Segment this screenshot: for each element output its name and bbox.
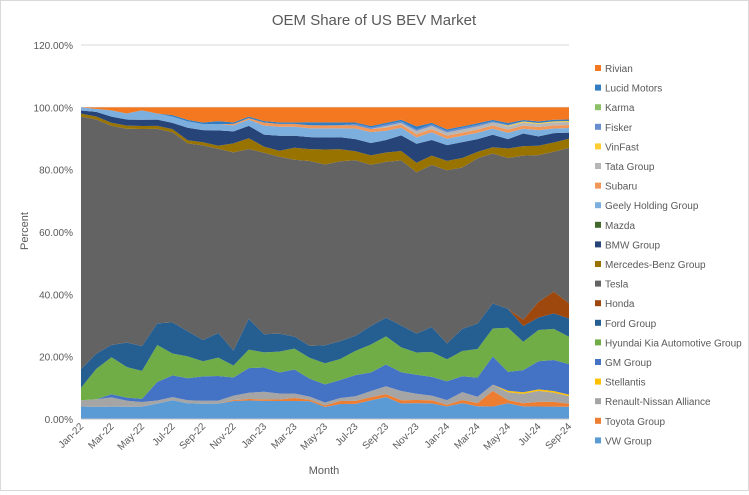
legend-label: VW Group <box>605 436 652 447</box>
legend-swatch <box>595 143 601 150</box>
legend-swatch <box>595 104 601 111</box>
x-tick-label: Jan-23 <box>240 421 270 451</box>
legend-swatch <box>595 398 601 405</box>
x-tick-label: Jul-24 <box>517 421 544 448</box>
x-tick-label: May-22 <box>116 421 148 453</box>
x-tick-label: Mar-24 <box>452 421 482 451</box>
legend-swatch <box>595 65 601 71</box>
legend-label: Fisker <box>605 123 633 134</box>
legend-swatch <box>595 261 601 267</box>
area-rivian <box>81 107 569 130</box>
area-tesla <box>81 116 569 370</box>
legend-label: Toyota Group <box>605 417 665 428</box>
area-mercedes-benz-group <box>81 113 569 173</box>
legend-swatch <box>595 378 601 385</box>
legend-label: GM Group <box>605 358 652 369</box>
x-tick-label: Mar-23 <box>269 421 299 451</box>
area-hyundai-kia-automotive-group <box>81 327 569 401</box>
chart-title: OEM Share of US BEV Market <box>272 12 477 29</box>
legend-label: Subaru <box>605 182 637 193</box>
y-tick-label: 20.00% <box>39 353 73 364</box>
y-tick-label: 60.00% <box>39 228 73 239</box>
y-tick-label: 0.00% <box>45 415 73 426</box>
x-axis-label: Month <box>309 465 340 477</box>
legend: Rivian Lucid Motors Karma Fisker VinFast Tata… <box>595 64 742 447</box>
area-renault-nissan-alliance <box>81 384 569 407</box>
legend-label: Tata Group <box>605 162 655 173</box>
legend-swatch <box>595 202 601 209</box>
legend-label: Geely Holding Group <box>605 201 699 212</box>
legend-label: Stellantis <box>605 378 646 389</box>
legend-swatch <box>595 319 601 326</box>
x-tick-label: Sep-23 <box>361 421 392 452</box>
legend-label: Karma <box>605 103 635 114</box>
legend-label: Honda <box>605 299 635 310</box>
legend-swatch <box>595 182 601 189</box>
y-tick-label: 100.00% <box>34 103 74 114</box>
x-tick-label: Sep-24 <box>544 421 575 452</box>
y-axis-label: Percent <box>19 212 31 250</box>
legend-label: Mazda <box>605 221 635 232</box>
x-tick-label: Mar-22 <box>86 421 116 451</box>
legend-label: Hyundai Kia Automotive Group <box>605 338 742 349</box>
x-tick-label: Jul-23 <box>334 421 361 448</box>
legend-swatch <box>595 84 601 91</box>
legend-label: Mercedes-Benz Group <box>605 260 706 271</box>
y-axis-ticks: 0.00% 20.00% 40.00% 60.00% 80.00% 100.00% 120.… <box>34 41 74 426</box>
x-tick-label: Nov-22 <box>208 421 239 452</box>
legend-swatch <box>595 123 601 130</box>
legend-swatch <box>595 417 601 424</box>
legend-label: Tesla <box>605 280 629 291</box>
x-axis-ticks: Jan-22 Mar-22 May-22 Jul-22 Sep-22 Nov-22 Jan-… <box>57 418 575 453</box>
plot-area <box>81 107 569 419</box>
y-tick-label: 120.00% <box>34 41 74 52</box>
x-tick-label: May-24 <box>482 421 514 453</box>
area-gm-group <box>81 356 569 403</box>
x-tick-label: Sep-22 <box>178 421 209 452</box>
legend-swatch <box>595 339 601 346</box>
legend-label: Rivian <box>605 64 633 75</box>
x-tick-label: Jan-24 <box>423 421 453 451</box>
legend-label: Lucid Motors <box>605 84 662 95</box>
y-tick-label: 80.00% <box>39 166 73 177</box>
legend-swatch <box>595 163 601 169</box>
legend-label: Ford Group <box>605 319 657 330</box>
y-tick-label: 40.00% <box>39 290 73 301</box>
area-ford-group <box>81 303 569 388</box>
legend-swatch <box>595 359 601 365</box>
x-tick-label: May-23 <box>299 421 331 453</box>
x-tick-label: Nov-23 <box>391 421 422 452</box>
area-vw-group <box>81 397 569 419</box>
legend-swatch <box>595 437 601 444</box>
legend-label: BMW Group <box>605 240 660 251</box>
legend-label: Renault-Nissan Alliance <box>605 397 711 408</box>
area-toyota-group <box>81 390 569 407</box>
area-bmw-group <box>81 110 569 163</box>
legend-swatch <box>595 221 601 228</box>
legend-label: VinFast <box>605 142 639 153</box>
legend-swatch <box>595 280 601 287</box>
legend-swatch <box>595 300 601 307</box>
x-tick-label: Jul-22 <box>151 421 178 448</box>
legend-swatch <box>595 241 601 248</box>
